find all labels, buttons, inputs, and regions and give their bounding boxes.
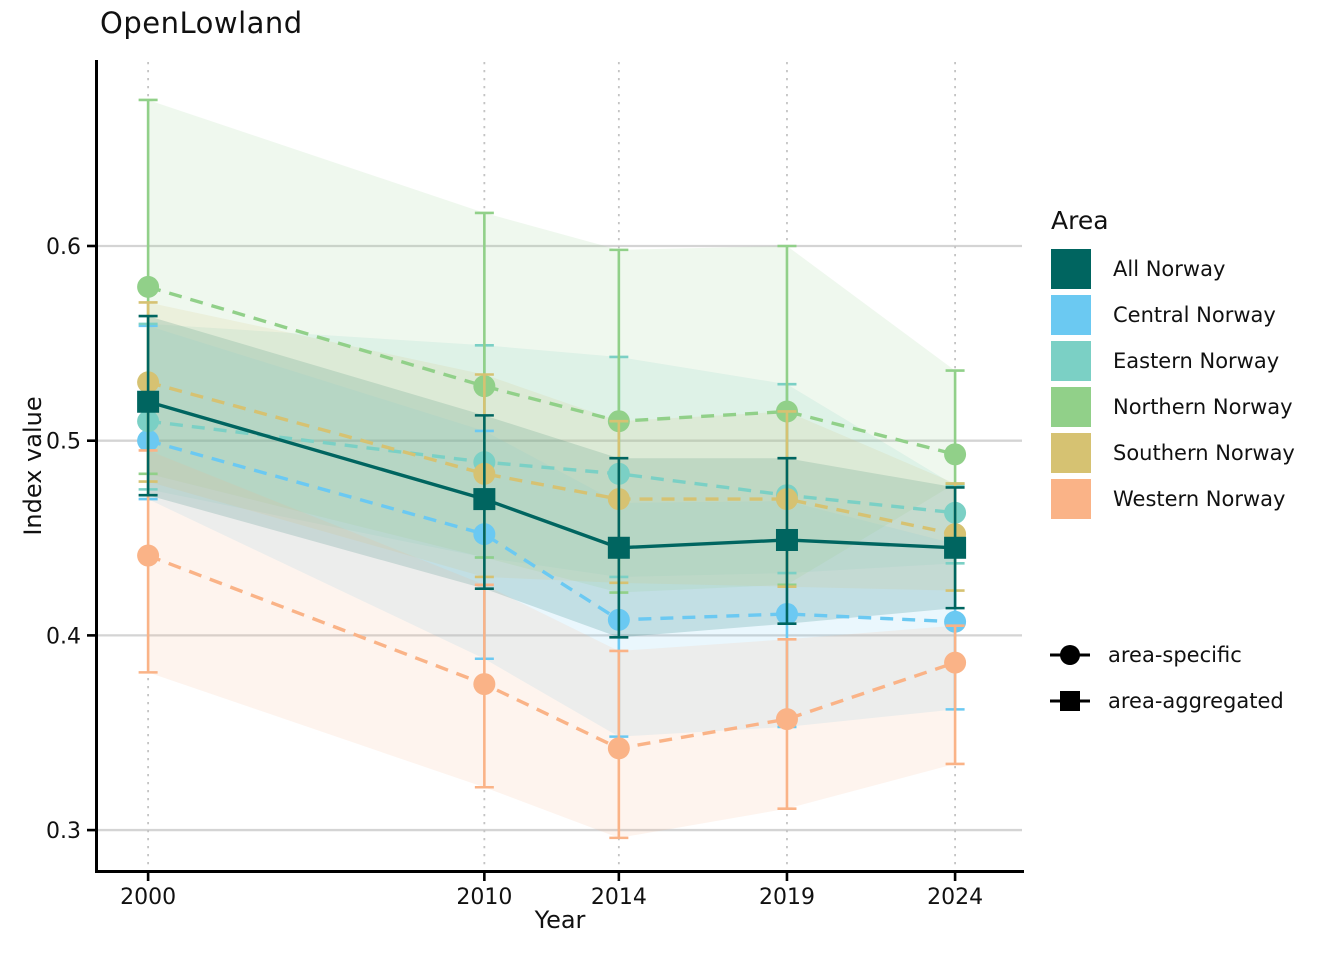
legend-item-area-specific: area-specific (1048, 632, 1284, 678)
data-point-square (607, 536, 630, 559)
marker-label: area-specific (1108, 643, 1242, 667)
data-point-circle (137, 275, 160, 298)
marker-type-legend: area-specific area-aggregated (1048, 632, 1284, 724)
northern-norway-swatch (1051, 387, 1091, 427)
legend-title: Area (1051, 206, 1109, 235)
x-tick-label: 2014 (591, 885, 647, 910)
square-marker-icon (1050, 691, 1090, 711)
legend-item-southern-norway: Southern Norway (1051, 433, 1295, 473)
x-axis-title: Year (534, 906, 586, 934)
confidence-ribbon (148, 316, 956, 638)
legend-item-eastern-norway: Eastern Norway (1051, 341, 1295, 381)
y-tick-label: 0.3 (46, 819, 81, 844)
confidence-ribbon (148, 302, 956, 591)
southern-norway-swatch (1051, 433, 1091, 473)
confidence-ribbon (148, 450, 956, 838)
legend-label: Southern Norway (1113, 441, 1295, 465)
legend-label: All Norway (1113, 257, 1226, 281)
y-tick-label: 0.6 (46, 235, 81, 260)
x-tick-label: 2010 (456, 885, 512, 910)
confidence-ribbon (148, 325, 956, 737)
chart-title: OpenLowland (100, 6, 303, 40)
legend-item-area-aggregated: area-aggregated (1048, 678, 1284, 724)
data-point-square (473, 488, 496, 511)
data-point-circle (775, 708, 798, 731)
western-norway-swatch (1051, 479, 1091, 519)
legend-label: Northern Norway (1113, 395, 1293, 419)
legend-item-all-norway: All Norway (1051, 249, 1295, 289)
legend-label: Eastern Norway (1113, 349, 1280, 373)
eastern-norway-swatch (1051, 341, 1091, 381)
legend-item-western-norway: Western Norway (1051, 479, 1295, 519)
marker-label: area-aggregated (1108, 689, 1284, 713)
data-point-circle (607, 737, 630, 760)
data-point-circle (944, 443, 967, 466)
circle-marker-icon (1050, 645, 1090, 665)
legend-item-northern-norway: Northern Norway (1051, 387, 1295, 427)
area-legend: Area All Norway Central Norway Eastern N… (1051, 206, 1295, 525)
y-tick-label: 0.5 (46, 430, 81, 455)
legend-item-central-norway: Central Norway (1051, 295, 1295, 335)
x-tick-label: 2024 (927, 885, 983, 910)
y-tick-label: 0.4 (46, 624, 81, 649)
data-point-circle (137, 544, 160, 567)
data-point-circle (944, 610, 967, 633)
y-axis-title: Index value (19, 396, 47, 536)
data-point-square (944, 536, 967, 559)
data-point-square (137, 390, 160, 413)
legend-label: Central Norway (1113, 303, 1276, 327)
data-point-square (775, 528, 798, 551)
confidence-ribbon (148, 99, 956, 593)
all-norway-swatch (1051, 249, 1091, 289)
central-norway-swatch (1051, 295, 1091, 335)
x-tick-label: 2019 (759, 885, 815, 910)
legend-label: Western Norway (1113, 487, 1286, 511)
data-point-circle (473, 673, 496, 696)
data-point-circle (944, 651, 967, 674)
x-tick-label: 2000 (120, 885, 176, 910)
confidence-ribbon (148, 323, 956, 577)
